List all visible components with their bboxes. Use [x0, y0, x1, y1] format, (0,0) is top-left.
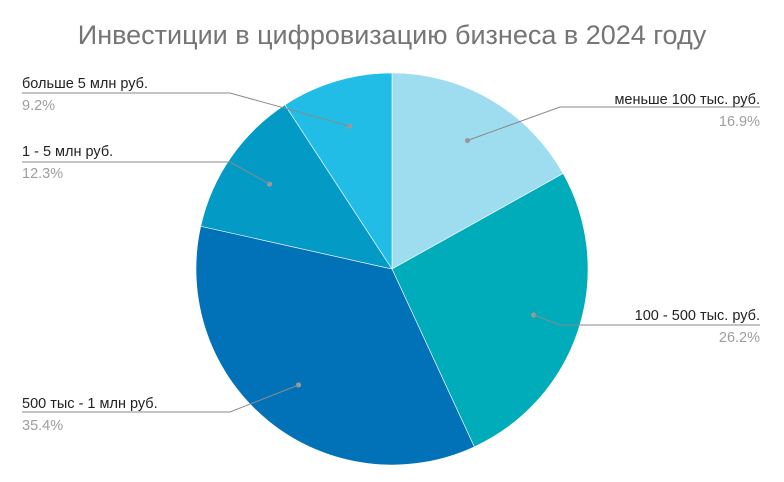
slice-value-label: 26.2% [719, 330, 760, 346]
pie-slice [391, 173, 589, 448]
pie-slice [195, 225, 475, 466]
slice-value-label: 16.9% [719, 114, 760, 130]
leader-line [22, 92, 350, 127]
leader-line [467, 106, 760, 141]
slice-category-label: меньше 100 тыс. руб. [614, 92, 760, 108]
slice-category-label: 500 тыс - 1 млн руб. [22, 396, 158, 412]
slice-category-label: больше 5 млн руб. [22, 76, 148, 92]
slice-category-label: 100 - 500 тыс. руб. [635, 308, 760, 324]
leader-line [22, 161, 270, 185]
leader-line [22, 384, 299, 413]
slice-labels: меньше 100 тыс. руб. 16.9% 100 - 500 тыс. … [22, 76, 760, 434]
pie-slices [195, 72, 589, 466]
chart-title: Инвестиции в цифровизацию бизнеса в 2024… [78, 20, 707, 50]
pie-slice [200, 104, 393, 270]
leader-dot [295, 382, 302, 388]
pie-slice [284, 72, 393, 271]
slice-value-label: 9.2% [22, 98, 55, 114]
leader-dot [531, 312, 537, 318]
leader-lines [22, 92, 760, 413]
slice-value-label: 12.3% [22, 166, 63, 182]
pie-slice [391, 72, 564, 270]
leader-dot [346, 123, 353, 129]
leader-line [533, 314, 760, 326]
slice-value-label: 35.4% [22, 418, 63, 434]
slice-category-label: 1 - 5 млн руб. [22, 144, 113, 160]
